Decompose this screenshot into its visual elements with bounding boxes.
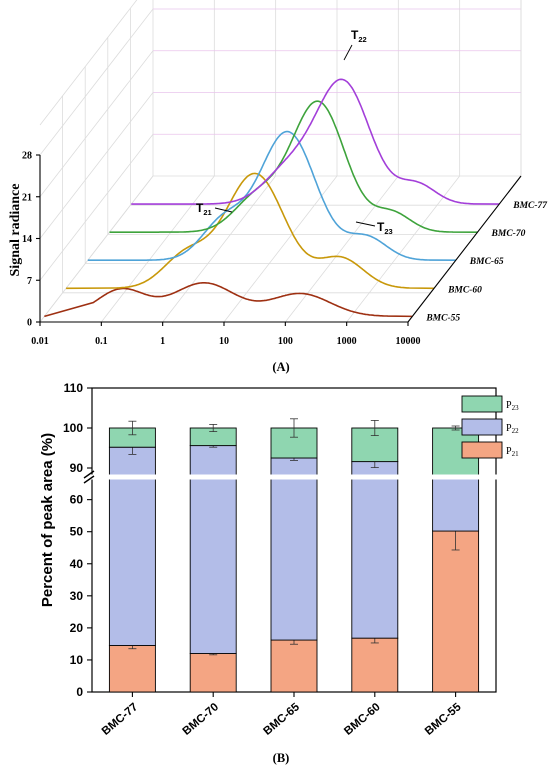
y-tick-label: 100 xyxy=(63,421,83,435)
bar-p21-bmc-60 xyxy=(351,637,399,693)
legend-label-sub: 22 xyxy=(512,427,520,435)
legend-label-sub: 21 xyxy=(512,450,520,458)
y-tick-label: 110 xyxy=(64,381,84,395)
category-label-bmc-55: BMC-55 xyxy=(423,701,464,738)
category-label-bmc-65: BMC-65 xyxy=(261,701,302,738)
floor-grid xyxy=(346,175,460,323)
bar-p21-bmc-55 xyxy=(432,530,480,693)
annotation-leader xyxy=(343,44,353,61)
annotation-t22: T22 xyxy=(351,28,367,44)
legend-label-p21: P21 xyxy=(506,446,519,458)
trace-bmc-77 xyxy=(131,78,500,205)
axis-break-mark xyxy=(83,475,95,484)
x-tick-label: 1 xyxy=(160,336,165,347)
y-tick-label: 90 xyxy=(70,461,84,475)
annotation-leader xyxy=(355,221,376,227)
category-label-bmc-70: BMC-70 xyxy=(181,701,222,738)
legend-label-p23: P23 xyxy=(506,400,519,412)
annotation-sub: 22 xyxy=(358,35,366,44)
bar-p22-bmc-77 xyxy=(108,446,156,646)
legend-label-main: P xyxy=(506,400,512,411)
side-wall-hgrid xyxy=(39,175,154,323)
side-wall-top xyxy=(39,0,138,126)
bar-p21-bmc-65 xyxy=(270,639,318,693)
legend-swatch-p21 xyxy=(461,441,503,459)
annotation-sub: 21 xyxy=(203,208,211,217)
bar-p22-bmc-65 xyxy=(270,457,318,641)
y-tick-label: 50 xyxy=(70,525,84,539)
legend-swatch-p23 xyxy=(461,395,503,413)
trace-bmc-60 xyxy=(66,172,435,290)
x-tick-label: 1000 xyxy=(337,336,357,347)
annotation-t23: T23 xyxy=(377,220,393,236)
category-label-bmc-77: BMC-77 xyxy=(100,701,141,738)
axis-break-gap xyxy=(86,474,502,480)
bar-p22-bmc-55 xyxy=(432,475,480,532)
legend-label-main: P xyxy=(506,423,512,434)
floor-grid xyxy=(285,175,399,323)
trace-bmc-70 xyxy=(109,100,478,234)
chart-b-panel-label: (B) xyxy=(273,751,290,765)
y-tick-label: 28 xyxy=(22,151,32,162)
bar-p22-bmc-70 xyxy=(189,445,237,654)
floor-grid xyxy=(101,175,215,323)
legend-label-sub: 23 xyxy=(512,404,520,412)
annotation-main: T xyxy=(196,201,204,215)
x-tick-label: 100 xyxy=(278,336,293,347)
annotation-sub: 23 xyxy=(384,227,392,236)
legend-label-main: P xyxy=(506,446,512,457)
x-tick-label: 0.01 xyxy=(31,336,49,347)
chart-a: 0 7 14 21 28 0.01 0.1 1 10 100 1000 10000 BMC-55 BMC-… xyxy=(8,0,548,374)
y-tick-label: 40 xyxy=(70,557,84,571)
bar-p21-bmc-70 xyxy=(189,653,237,693)
series-label-bmc-77: BMC-77 xyxy=(512,201,548,211)
legend-label-p22: P22 xyxy=(506,423,519,435)
chart-a-panel-label: (A) xyxy=(272,360,289,374)
annotation-t21: T21 xyxy=(196,201,212,217)
y-tick-label: 21 xyxy=(22,192,32,203)
bar-p21-bmc-77 xyxy=(108,645,156,693)
annotation-main: T xyxy=(377,220,385,234)
y-tick-label: 0 xyxy=(27,318,32,329)
x-tick-label: 0.1 xyxy=(95,336,108,347)
trace-bmc-55 xyxy=(44,282,413,318)
bar-p22-bmc-60 xyxy=(351,461,399,639)
y-tick-label: 10 xyxy=(70,653,84,667)
side-wall-hgrid xyxy=(39,134,154,281)
trace-bmc-65 xyxy=(87,130,456,262)
side-wall-hgrid xyxy=(39,92,154,239)
chart-b-plot: 0 10 20 30 40 50 60 90 100 110 BMC-77 BMC-70 BMC-65 B… xyxy=(63,381,519,738)
side-wall-hgrid xyxy=(39,50,154,197)
y-tick-label: 60 xyxy=(70,493,84,507)
series-label-bmc-60: BMC-60 xyxy=(447,285,482,295)
annotation-leader xyxy=(214,207,233,213)
floor-grid xyxy=(162,175,276,323)
z-axis xyxy=(407,175,522,323)
y-tick-label: 14 xyxy=(22,234,32,245)
chart-b-ylabel: Percent of peak area (%) xyxy=(39,433,56,607)
side-wall-hgrid xyxy=(39,8,154,156)
chart-a-ylabel: Signal radiance xyxy=(8,184,23,277)
chart-a-traces xyxy=(44,78,500,318)
series-label-bmc-65: BMC-65 xyxy=(469,257,504,267)
legend-swatch-p22 xyxy=(461,418,503,436)
x-tick-label: 10 xyxy=(219,336,229,347)
y-tick-label: 0 xyxy=(76,685,83,699)
series-label-bmc-55: BMC-55 xyxy=(425,313,460,323)
y-tick-label: 20 xyxy=(70,621,84,635)
x-tick-label: 10000 xyxy=(396,336,421,347)
annotation-main: T xyxy=(351,28,359,42)
series-label-bmc-70: BMC-70 xyxy=(491,229,526,239)
chart-a-labels: 0 7 14 21 28 0.01 0.1 1 10 100 1000 10000 BMC-55 BMC-… xyxy=(22,28,548,347)
chart-a-axes xyxy=(36,154,522,326)
category-label-bmc-60: BMC-60 xyxy=(342,701,383,738)
axis-break-mark xyxy=(83,470,95,479)
y-tick-label: 30 xyxy=(70,589,84,603)
y-tick-label: 7 xyxy=(27,276,32,287)
